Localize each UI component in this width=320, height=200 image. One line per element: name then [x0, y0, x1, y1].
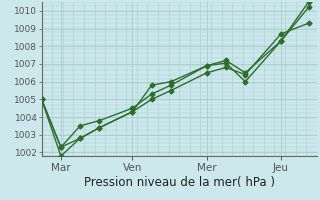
X-axis label: Pression niveau de la mer( hPa ): Pression niveau de la mer( hPa )	[84, 176, 275, 189]
